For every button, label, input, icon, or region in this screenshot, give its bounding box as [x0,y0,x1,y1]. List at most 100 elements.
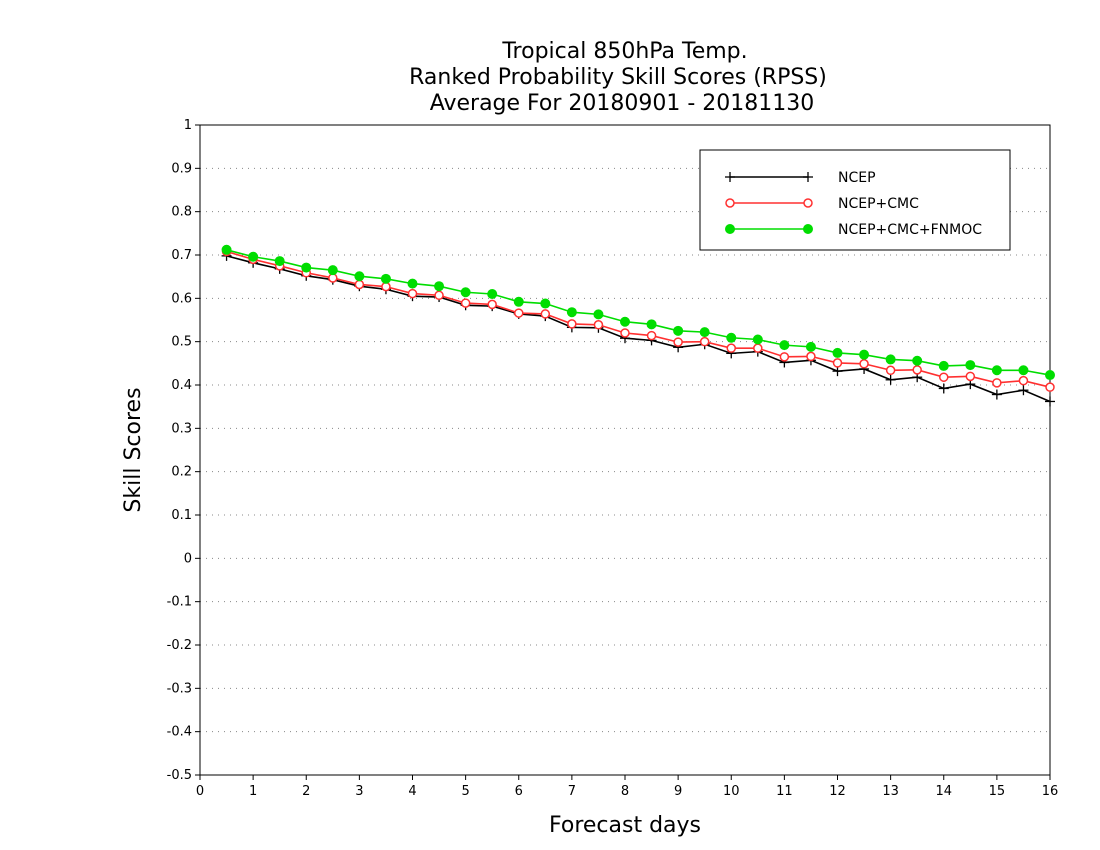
data-point [725,198,735,208]
data-point [248,251,259,262]
series-line [226,250,1051,388]
data-point [726,332,737,343]
data-point [1018,365,1029,376]
data-point [1018,385,1029,396]
data-point [1045,382,1055,392]
data-point [938,383,949,394]
grid-lines [200,167,1050,733]
series-ncep-cmc-fnmoc [221,244,1055,381]
data-point [725,172,735,182]
data-point [965,371,976,382]
data-point [806,351,816,362]
data-point [726,343,736,353]
chart-title: Tropical 850hPa Temp. Ranked Probability… [409,39,827,116]
series-line [226,249,1051,376]
y-tick-label: 0.2 [171,465,192,480]
x-tick-label: 0 [196,784,204,799]
x-tick-label: 11 [776,784,793,799]
x-tick-label: 1 [249,784,257,799]
data-point [885,365,896,376]
x-tick-label: 14 [935,784,952,799]
data-point [885,374,896,385]
data-point [540,298,551,309]
x-tick-label: 8 [621,784,629,799]
legend-label: NCEP+CMC [838,196,919,212]
data-point [832,366,843,377]
data-point [803,172,813,182]
data-point [593,320,604,330]
series-line [226,255,1051,403]
y-tick-label: -0.2 [167,638,192,653]
data-point [460,287,471,298]
data-point [753,343,763,353]
data-point [832,358,843,368]
legend-label: NCEP [838,170,876,186]
data-point [991,365,1002,376]
x-tick-label: 10 [723,784,740,799]
x-tick-label: 15 [989,784,1006,799]
data-point [327,265,338,276]
data-point [328,273,338,283]
data-point [885,354,896,365]
data-point [1045,396,1055,407]
y-tick-label: 0.1 [171,508,192,523]
x-tick-label: 2 [302,784,310,799]
title-line-1: Tropical 850hPa Temp. [501,39,747,64]
data-point [434,290,444,301]
data-point [540,309,551,319]
y-tick-label: 0.3 [171,421,192,436]
data-point [407,288,418,299]
data-point [646,319,657,330]
data-point [939,372,949,382]
x-tick-label: 13 [882,784,899,799]
data-point [859,359,869,369]
data-point [513,296,524,307]
data-point [221,244,232,255]
y-tick-label: 0.4 [171,378,192,393]
x-tick-label: 7 [568,784,576,799]
y-tick-label: 0.7 [171,248,192,263]
legend-item: NCEP+CMC [725,196,919,212]
x-tick-label: 5 [461,784,469,799]
y-tick-label: 0.5 [171,335,192,350]
x-tick-label: 6 [515,784,523,799]
data-point [646,330,657,341]
data-point [354,279,365,290]
legend-label: NCEP+CMC+FNMOC [838,222,982,238]
data-point [938,360,949,371]
data-point [779,352,790,362]
title-line-3: Average For 20180901 - 20181130 [430,91,815,116]
y-tick-label: 0.6 [171,291,192,306]
x-tick-label: 16 [1042,784,1059,799]
data-point [805,341,816,352]
data-point [487,299,497,310]
data-point [859,349,870,360]
data-point [725,224,735,234]
data-point [912,355,923,366]
y-tick-label: 1 [184,118,192,133]
data-point [832,347,843,358]
data-point [407,278,418,289]
data-point [673,325,684,336]
legend-box [699,149,1011,251]
data-point [912,365,922,375]
x-axis-ticks: 0 1 2 3 4 5 6 7 8 9 10 11 12 13 14 15 16 [196,775,1058,799]
y-axis-label: Skill Scores [121,387,146,512]
y-tick-label: -0.5 [167,768,192,783]
data-point [620,316,630,327]
y-tick-label: -0.3 [167,681,192,696]
data-point [803,224,813,234]
y-tick-label: -0.4 [167,725,192,740]
x-tick-label: 4 [408,784,416,799]
data-point [779,340,790,351]
legend-item: NCEP [725,170,876,186]
data-point [1018,375,1029,386]
series-ncep [221,250,1055,407]
x-tick-label: 9 [674,784,682,799]
data-point [567,319,577,329]
data-point [1045,370,1055,381]
data-point [274,256,285,267]
x-tick-label: 3 [355,784,363,799]
x-axis-label: Forecast days [549,813,701,838]
